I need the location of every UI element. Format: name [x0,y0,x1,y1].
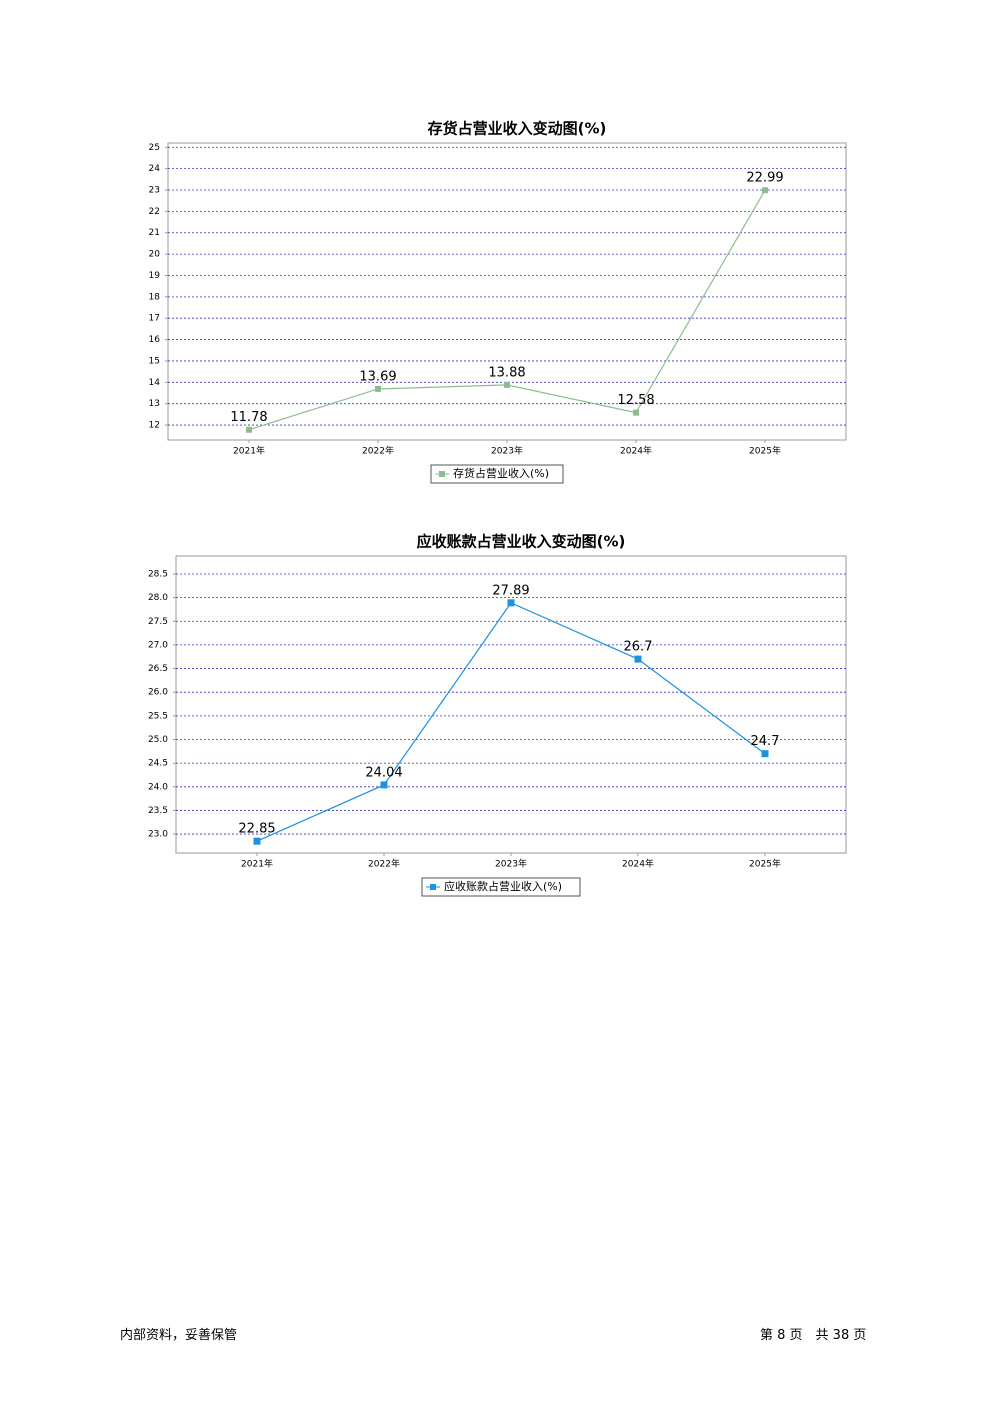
y-tick-label: 25.0 [148,735,168,745]
y-tick-label: 24 [149,164,161,174]
x-tick-label: 2024年 [622,858,654,870]
data-point [762,187,768,194]
y-tick-label: 23.0 [148,830,168,840]
x-tick-label: 2022年 [368,858,400,870]
plot-area [167,142,847,441]
legend-box [430,464,564,484]
data-label: 26.7 [624,640,653,655]
page-number: 第 8 页 共 38 页 [760,1328,867,1343]
data-point [507,599,515,607]
chart-title: 应收账款占营业收入变动图(%) [417,533,626,551]
y-tick-label: 27.0 [148,640,168,650]
data-point [246,426,252,433]
data-point [634,655,642,663]
x-tick-label: 2025年 [749,445,781,457]
legend-box [421,877,581,897]
data-point [761,750,769,758]
y-tick-label: 28.0 [148,593,168,603]
x-tick-label: 2021年 [233,445,265,457]
data-point [380,781,388,789]
data-label: 24.04 [365,765,402,780]
data-label: 13.69 [359,369,396,384]
y-tick-label: 15 [149,356,160,366]
data-label: 22.85 [238,822,275,837]
legend-marker [430,884,436,890]
y-tick-label: 18 [149,292,161,302]
data-label: 27.89 [492,583,529,598]
data-label: 24.7 [751,734,780,749]
charts: 存货占营业收入变动图(%) 12 13 14 15 16 17 18 19 20 21 22 23 24 2… [148,120,847,897]
y-tick-label: 25 [149,143,160,153]
x-tick-label: 2023年 [491,445,523,457]
y-tick-label: 12 [149,421,160,431]
y-tick-label: 14 [149,378,161,388]
y-tick-label: 21 [149,228,160,238]
legend-label: 应收账款占营业收入(%) [444,879,562,893]
data-label: 22.99 [746,171,783,186]
x-tick-label: 2024年 [620,445,652,457]
x-tick-label: 2022年 [362,445,394,457]
y-tick-label: 19 [149,271,161,281]
y-tick-label: 28.5 [148,569,168,579]
y-tick-label: 23.5 [148,806,168,816]
x-tick-label: 2023年 [495,858,527,870]
y-tick-label: 20 [149,250,161,260]
y-tick-label: 26.5 [148,664,168,674]
y-tick-label: 27.5 [148,617,168,627]
x-tick-label: 2025年 [749,858,781,870]
y-tick-label: 23 [149,186,160,196]
y-tick-label: 17 [149,314,160,324]
data-point [375,385,381,392]
y-tick-label: 13 [149,399,160,409]
data-point [633,409,639,416]
footer-note: 内部资料，妥善保管 [120,1328,238,1343]
y-tick-label: 26.0 [148,688,168,698]
y-tick-label: 22 [149,207,160,217]
data-label: 13.88 [488,365,525,380]
y-tick-label: 24.5 [148,759,168,769]
data-point [253,837,261,845]
data-label: 11.78 [230,410,267,425]
y-tick-label: 25.5 [148,711,168,721]
x-tick-label: 2021年 [241,858,273,870]
data-label: 12.58 [617,393,654,408]
legend-marker [439,471,445,477]
data-point [504,381,510,388]
legend-label: 存货占营业收入(%) [453,466,549,480]
y-tick-label: 24.0 [148,782,168,792]
chart-title: 存货占营业收入变动图(%) [428,120,607,138]
y-tick-label: 16 [149,335,161,345]
